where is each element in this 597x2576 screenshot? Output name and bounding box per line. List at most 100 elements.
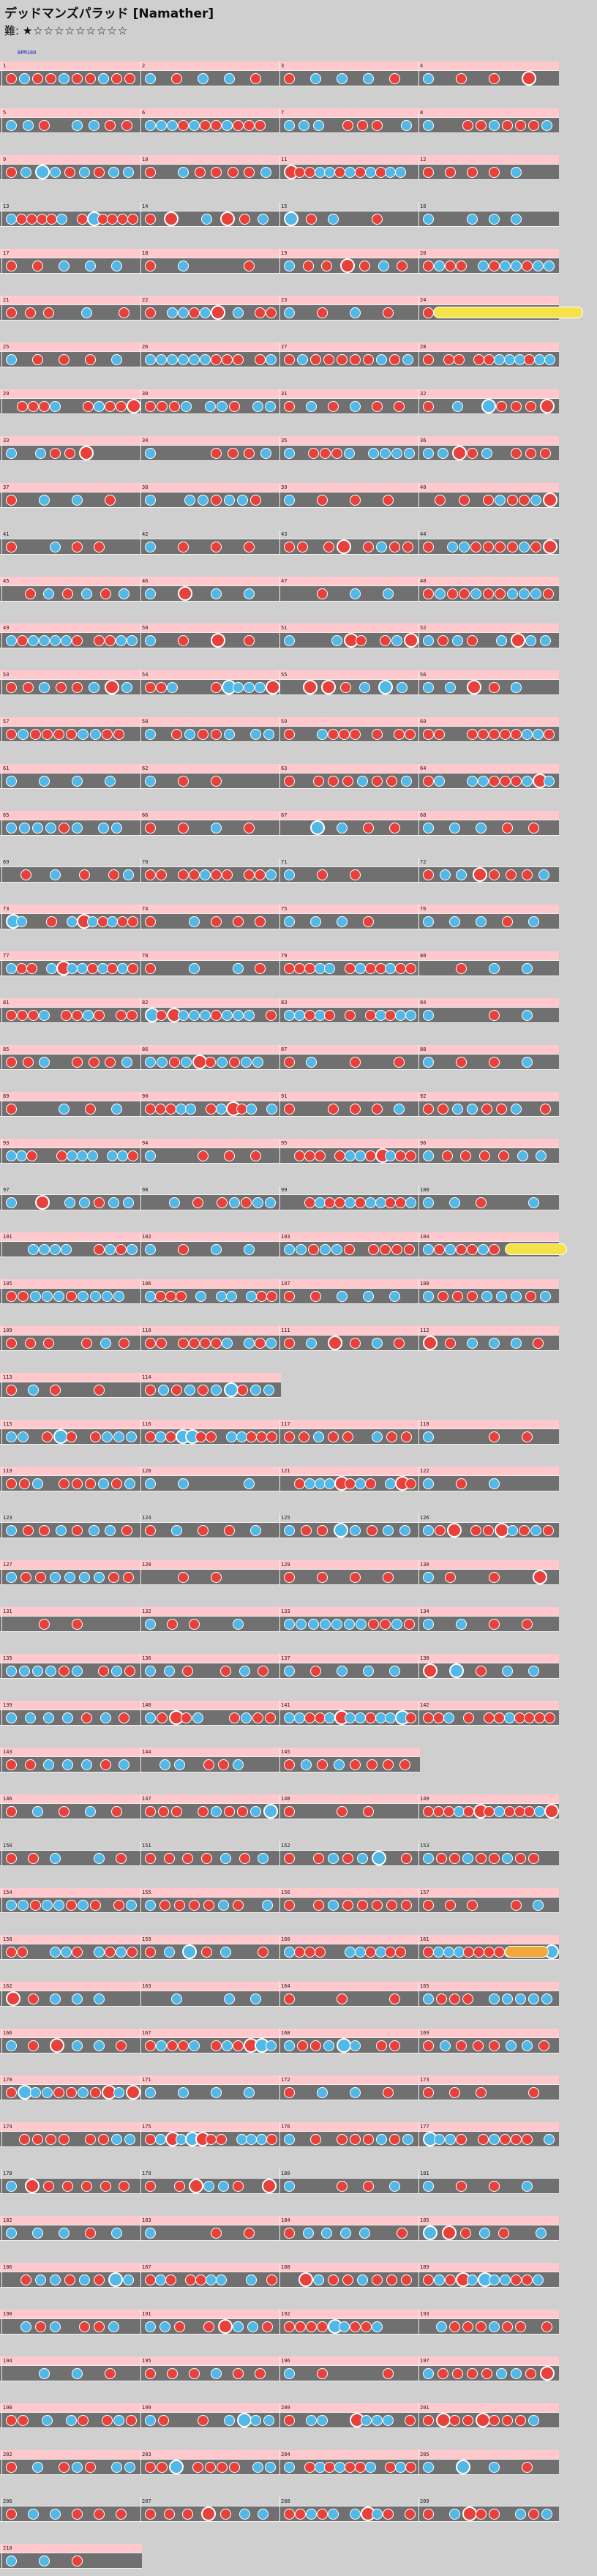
don-note: [201, 1852, 213, 1864]
barline: [418, 1092, 419, 1117]
don-note: [423, 2508, 434, 2520]
measure-number: 36: [420, 438, 427, 443]
don-note: [467, 166, 478, 178]
measure-number: 203: [142, 2452, 151, 2457]
measure-number: 22: [142, 297, 149, 303]
ka-note: [250, 2414, 261, 2426]
don-note: [544, 1804, 560, 1819]
don-note: [255, 962, 266, 974]
ka-note: [385, 1712, 397, 1723]
don-note: [240, 1197, 252, 1208]
barline: [140, 1560, 141, 1585]
don-note: [441, 2225, 457, 2240]
barline: [1, 1748, 2, 1772]
barline: [279, 1232, 280, 1257]
ka-note: [423, 916, 434, 927]
don-note: [89, 1899, 101, 1911]
ka-note: [313, 1431, 324, 1442]
ka-note: [339, 2321, 350, 2332]
ka-note: [59, 260, 70, 272]
ka-note: [284, 1946, 295, 1958]
barline: [1, 1139, 2, 1164]
ka-note: [182, 1944, 198, 1959]
measure-number: 178: [3, 2171, 12, 2176]
ka-note: [405, 1009, 417, 1021]
don-note: [423, 400, 434, 412]
don-note: [386, 2274, 397, 2285]
measure-number: 38: [142, 484, 149, 490]
don-note: [266, 680, 280, 694]
don-note: [394, 728, 405, 740]
ka-note: [385, 166, 397, 178]
don-note: [26, 213, 37, 225]
ka-note: [313, 2274, 324, 2285]
don-note: [544, 1712, 556, 1723]
don-note: [28, 2040, 39, 2051]
ka-note: [123, 1197, 134, 1208]
don-note: [435, 494, 446, 506]
don-note: [105, 634, 116, 646]
don-note: [42, 728, 53, 740]
barline: [418, 1701, 419, 1726]
ka-note: [350, 2508, 361, 2520]
ka-note: [72, 822, 83, 834]
measure-number: 4: [420, 63, 424, 69]
don-note: [472, 867, 487, 882]
don-note: [59, 1665, 70, 1677]
barline: [279, 2122, 280, 2147]
measure-number: 123: [3, 1515, 12, 1521]
don-note: [372, 775, 383, 787]
measure-number: 176: [281, 2124, 290, 2130]
chart-row: 61 62 63 64: [0, 751, 597, 795]
don-note: [476, 1197, 487, 1208]
barline: [140, 1373, 141, 1398]
ka-note: [423, 1993, 434, 2004]
barline: [418, 2263, 419, 2288]
don-note: [354, 2461, 366, 2473]
don-note: [372, 213, 383, 225]
ka-note: [479, 2227, 491, 2239]
don-note: [211, 119, 222, 131]
barline: [1, 1467, 2, 1491]
don-note: [304, 1946, 315, 1958]
ka-note: [363, 1290, 374, 1302]
barline: [418, 1841, 419, 1866]
ka-note: [86, 916, 98, 927]
don-note: [178, 634, 189, 646]
don-note: [542, 539, 557, 554]
don-note: [17, 634, 28, 646]
don-note: [518, 494, 530, 506]
measure-number: 70: [142, 859, 149, 865]
measure-number: 120: [142, 1468, 151, 1474]
measure-number: 150: [3, 1843, 12, 1849]
don-note: [145, 2040, 156, 2051]
measure-number: 164: [281, 1983, 290, 1989]
ka-note: [50, 166, 61, 178]
don-note: [72, 1524, 83, 1536]
don-note: [6, 681, 17, 693]
don-note: [111, 72, 122, 84]
don-note: [489, 260, 500, 272]
don-note: [342, 775, 353, 787]
ka-note: [307, 1618, 319, 1630]
ka-note: [540, 634, 551, 646]
ka-note: [145, 541, 156, 553]
ka-note: [113, 1290, 125, 1302]
don-note: [178, 1243, 189, 1255]
ka-note: [237, 2413, 252, 2427]
don-note: [449, 1852, 460, 1864]
don-note: [364, 1712, 376, 1723]
don-note: [541, 2321, 552, 2332]
don-note: [72, 72, 83, 84]
ka-note: [200, 307, 211, 318]
ka-note: [372, 2414, 383, 2426]
chart-row: 198 199 200 201: [0, 2390, 597, 2434]
don-note: [219, 2508, 231, 2520]
don-note: [145, 166, 156, 178]
barline: [279, 1935, 280, 1960]
measure-number: 86: [142, 1046, 149, 1052]
don-note: [462, 2414, 473, 2426]
chart-row: 49 50 51 52: [0, 610, 597, 654]
ka-note: [324, 1712, 336, 1723]
don-note: [266, 2133, 278, 2145]
